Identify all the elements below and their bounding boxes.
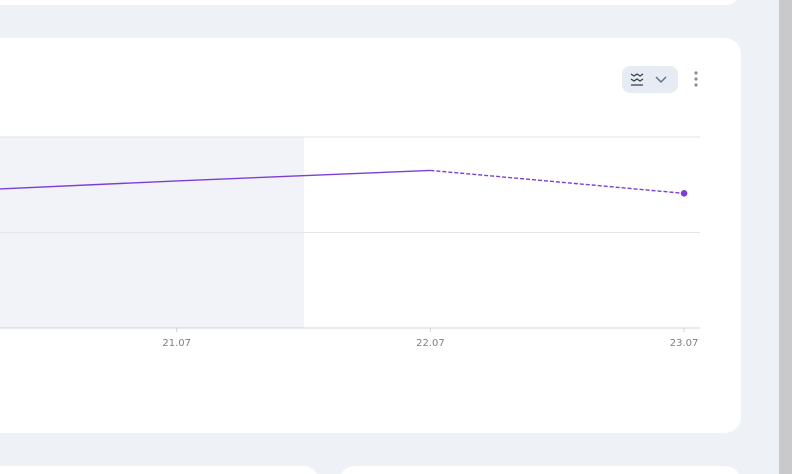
scrollbar[interactable] — [779, 0, 792, 474]
bottom-card — [0, 466, 317, 474]
x-tick-label: 22.07 — [416, 338, 445, 349]
chart-icon — [630, 73, 644, 86]
series-line — [0, 169, 431, 190]
menu-dot — [694, 83, 698, 87]
menu-button[interactable] — [694, 71, 698, 87]
bottom-card — [341, 466, 739, 474]
x-tick-label: 23.07 — [670, 338, 699, 349]
menu-dot — [694, 71, 698, 75]
top-card — [0, 0, 737, 5]
chart-type-button[interactable] — [622, 66, 678, 93]
button-bg[interactable] — [622, 66, 678, 93]
chevron-icon — [655, 76, 667, 84]
lines — [0, 169, 685, 195]
plot: 21.07 22.07 23.07 — [0, 136, 700, 349]
series-line — [430, 169, 685, 195]
end-point — [680, 190, 688, 197]
menu-dot — [694, 77, 698, 81]
x-tick-label: 21.07 — [162, 338, 191, 349]
